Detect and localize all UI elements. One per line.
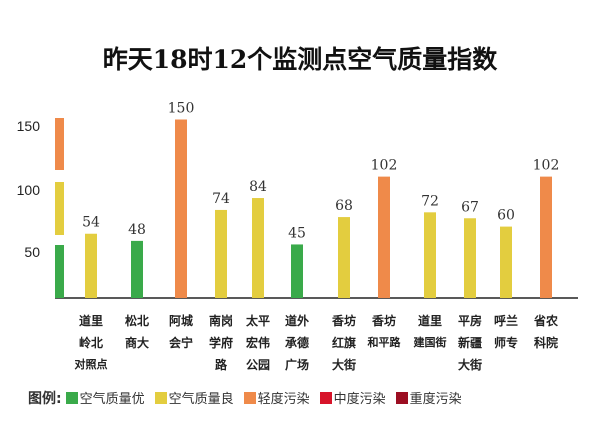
y-tick-label: 50 [24, 244, 40, 260]
x-tick-line: 公园 [245, 358, 270, 372]
x-tick-line: 太平 [245, 314, 270, 328]
legend-item-light: 轻度污染 [243, 392, 310, 407]
x-tick-line: 会宁 [168, 336, 193, 350]
legend-label: 重度污染 [409, 392, 462, 407]
data-label: 45 [288, 225, 306, 241]
data-label: 67 [461, 199, 479, 215]
x-tick-line: 大街 [331, 358, 356, 372]
x-tick-label: 香坊 红旗 大街 [322, 310, 366, 376]
x-tick-line: 广场 [284, 358, 309, 372]
x-tick-label: 道里 岭北 对照点 [69, 310, 113, 376]
x-tick-line: 香坊 [371, 314, 396, 328]
x-tick-label: 呼兰 师专 [484, 310, 528, 354]
x-tick-line: 宏伟 [245, 336, 270, 350]
data-label: 48 [128, 222, 146, 238]
x-tick-line: 南岗 [208, 314, 233, 328]
x-tick-label: 省农 科院 [524, 310, 568, 354]
legend-item-good: 空气质量良 [154, 392, 234, 407]
legend-label: 中度污染 [333, 392, 386, 407]
x-tick-label: 香坊 和平路 [362, 310, 406, 354]
bar [131, 240, 143, 298]
x-tick-label: 道外 承德 广场 [275, 310, 319, 376]
bar [291, 244, 303, 298]
y-tick-label: 150 [17, 118, 41, 134]
x-tick-line: 师专 [493, 336, 518, 350]
x-tick-line: 道里 [78, 314, 103, 328]
scale-segment-light [55, 118, 64, 170]
bar [175, 119, 187, 298]
x-tick-line: 和平路 [367, 336, 401, 349]
legend-swatch [319, 392, 332, 404]
data-label: 72 [421, 193, 439, 209]
legend: 图例: 空气质量优 空气质量良 轻度污染 中度污染 重度污染 [28, 388, 472, 408]
bar [215, 209, 227, 298]
x-tick-label: 太平 宏伟 公园 [236, 310, 280, 376]
x-tick-line: 商大 [124, 336, 149, 350]
chart-title: 昨天18时12个监测点空气质量指数 [102, 45, 498, 74]
data-label: 54 [82, 215, 100, 231]
x-tick-line: 省农 [533, 314, 558, 328]
legend-title: 图例: [28, 391, 62, 407]
x-tick-line: 平房 [457, 314, 482, 328]
x-tick-line: 路 [214, 358, 227, 372]
data-label: 84 [249, 179, 267, 195]
x-tick-line: 对照点 [74, 358, 108, 371]
x-tick-line: 道外 [284, 314, 309, 328]
x-tick-line: 阿城 [168, 314, 193, 328]
legend-label: 空气质量优 [79, 392, 145, 407]
data-label: 68 [335, 198, 353, 214]
y-tick-label: 100 [17, 182, 41, 198]
data-label: 102 [533, 158, 560, 174]
bar [464, 218, 476, 298]
data-label: 150 [168, 101, 195, 117]
bar [85, 233, 97, 298]
x-tick-line: 建国街 [413, 336, 447, 349]
bar [500, 226, 512, 298]
legend-swatch [395, 392, 408, 404]
data-label: 74 [212, 191, 230, 207]
x-tick-label: 平房 新疆 大街 [448, 310, 492, 376]
x-tick-line: 松北 [124, 314, 149, 328]
bar [252, 198, 264, 298]
bar [338, 217, 350, 298]
legend-item-medium: 中度污染 [319, 392, 386, 407]
bar [540, 176, 552, 298]
scale-segment-good [55, 182, 64, 235]
legend-label: 轻度污染 [257, 392, 310, 407]
data-label: 102 [371, 158, 398, 174]
data-label: 60 [497, 208, 515, 224]
x-tick-line: 承德 [284, 336, 309, 350]
x-tick-label: 松北 商大 [115, 310, 159, 354]
x-tick-line: 学府 [208, 336, 233, 350]
legend-item-heavy: 重度污染 [395, 392, 462, 407]
x-tick-line: 香坊 [331, 314, 356, 328]
bar [424, 212, 436, 298]
legend-item-excellent: 空气质量优 [65, 392, 145, 407]
legend-swatch [154, 392, 167, 404]
x-tick-label: 阿城 会宁 [159, 310, 203, 354]
bar [378, 176, 390, 298]
x-tick-line: 道里 [417, 314, 442, 328]
x-tick-line: 大街 [457, 358, 482, 372]
scale-segment-excellent [55, 245, 64, 298]
x-tick-label: 南岗 学府路 [199, 310, 243, 376]
x-tick-line: 新疆 [457, 336, 482, 350]
legend-swatch [243, 392, 256, 404]
x-tick-line: 岭北 [78, 336, 103, 350]
x-tick-line: 呼兰 [493, 314, 518, 328]
x-tick-line: 红旗 [331, 336, 356, 350]
x-tick-label: 道里 建国街 [408, 310, 452, 354]
legend-label: 空气质量良 [168, 392, 234, 407]
legend-swatch [65, 392, 78, 404]
x-tick-line: 科院 [533, 336, 558, 350]
